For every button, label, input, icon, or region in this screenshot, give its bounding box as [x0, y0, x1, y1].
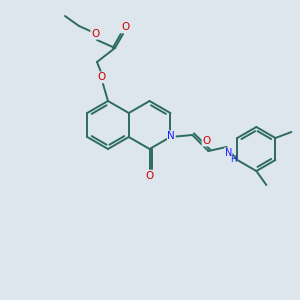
Text: N: N [167, 131, 175, 141]
Text: O: O [146, 171, 154, 181]
Text: H: H [230, 154, 236, 164]
Text: O: O [121, 22, 129, 32]
Text: O: O [202, 136, 211, 146]
Text: N: N [225, 148, 232, 158]
Text: O: O [91, 29, 99, 39]
Text: O: O [97, 72, 105, 82]
